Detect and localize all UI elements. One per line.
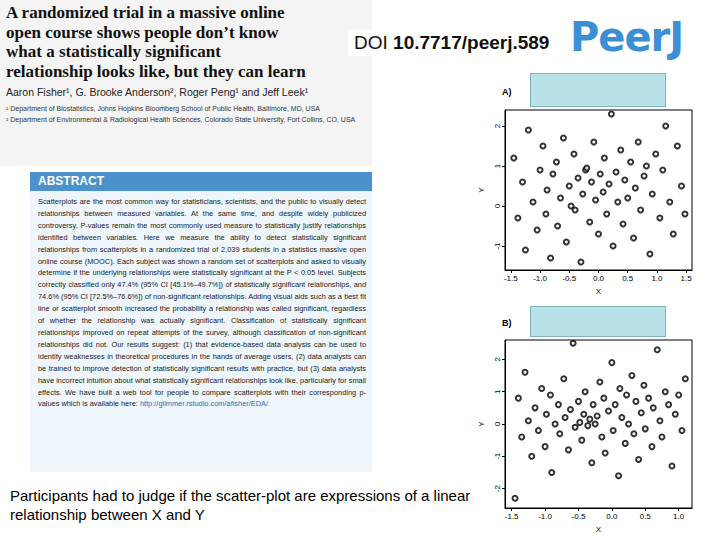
html-text:what a statistically significa: what a statistically significant	[6, 42, 221, 61]
svg-text:X: X	[596, 525, 602, 534]
svg-text:0.0: 0.0	[606, 512, 618, 521]
svg-text:1.0: 1.0	[651, 274, 663, 283]
svg-text:1.5: 1.5	[681, 274, 693, 283]
svg-text:-1.0: -1.0	[533, 274, 547, 283]
svg-text:-1: -1	[493, 452, 502, 460]
svg-text:0.5: 0.5	[622, 274, 634, 283]
html-text:Participants had to judge if t: Participants had to judge if the scatter…	[10, 487, 471, 523]
svg-text:A): A)	[502, 87, 512, 97]
svg-text:-0.5: -0.5	[572, 512, 586, 521]
svg-text:1: 1	[493, 389, 502, 394]
html-text:Aaron Fisher¹, G. Brooke Ander: Aaron Fisher¹, G. Brooke Anderson², Roge…	[6, 86, 309, 98]
svg-text:-1: -1	[493, 242, 502, 250]
svg-text:0: 0	[493, 421, 502, 426]
svg-text:2: 2	[493, 357, 502, 362]
html-text:DOI 10.7717/peerj.589: DOI 10.7717/peerj.589	[354, 32, 550, 53]
svg-text:-0.5: -0.5	[562, 274, 576, 283]
svg-text:-1.5: -1.5	[504, 274, 518, 283]
svg-text:-2: -2	[493, 485, 502, 493]
svg-text:-1.0: -1.0	[538, 512, 552, 521]
html-text:relationship looks like, but t: relationship looks like, but they can le…	[6, 61, 306, 81]
svg-text:Y: Y	[477, 187, 486, 193]
svg-text:Y: Y	[477, 421, 486, 427]
svg-text:0.0: 0.0	[593, 274, 605, 283]
svg-text:0.5: 0.5	[640, 512, 652, 521]
svg-text:X: X	[596, 287, 602, 296]
svg-text:B): B)	[502, 318, 512, 328]
svg-text:0: 0	[493, 203, 502, 208]
html-text:PeerJ: PeerJ	[570, 14, 684, 60]
html-text:Scatterplots are the most comm: Scatterplots are the most common way for…	[38, 197, 366, 409]
html-text:open course shows people don’t: open course shows people don’t know	[6, 22, 279, 42]
html-text:¹ Department of Biostatistics,: ¹ Department of Biostatistics, Johns Hop…	[6, 105, 320, 112]
svg-text:1: 1	[493, 163, 502, 168]
html-text:A randomized trial in a massiv: A randomized trial in a massive online	[6, 3, 285, 22]
svg-text:-1.5: -1.5	[505, 512, 519, 521]
html-text:ABSTRACT: ABSTRACT	[38, 174, 104, 188]
svg-text:1.0: 1.0	[673, 512, 685, 521]
svg-text:2: 2	[493, 123, 502, 128]
html-text:² Department of Environmental: ² Department of Environmental & Radiolog…	[6, 115, 356, 123]
